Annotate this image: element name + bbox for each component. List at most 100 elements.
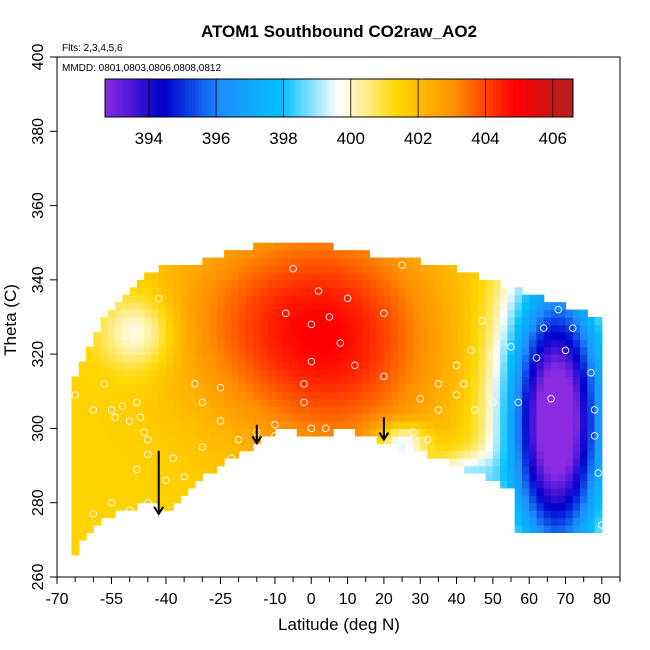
heatmap-cell <box>289 257 298 266</box>
heatmap-cell <box>521 450 530 459</box>
heatmap-cell <box>129 443 138 452</box>
heatmap-cell <box>333 383 341 392</box>
heatmap-cell <box>550 495 559 504</box>
heatmap-cell <box>442 369 450 378</box>
heatmap-cell <box>398 272 407 281</box>
heatmap-cell <box>71 391 80 400</box>
colorbar-swatch <box>562 79 567 117</box>
heatmap-cell <box>303 331 312 340</box>
heatmap-cell <box>122 398 131 407</box>
heatmap-cell <box>485 413 494 422</box>
heatmap-cell <box>347 294 356 303</box>
heatmap-cell <box>195 458 203 467</box>
heatmap-cell <box>347 406 356 415</box>
heatmap-cell <box>325 361 334 370</box>
heatmap-cell <box>580 361 588 370</box>
heatmap-cell <box>224 294 232 303</box>
heatmap-cell <box>565 383 574 392</box>
heatmap-cell <box>514 383 523 392</box>
colorbar-swatch <box>402 79 407 117</box>
heatmap-cell <box>296 421 305 430</box>
heatmap-cell <box>383 361 392 370</box>
heatmap-cell <box>245 391 254 400</box>
heatmap-cell <box>398 391 407 400</box>
heatmap-cell <box>100 339 109 348</box>
colorbar-swatch <box>205 79 210 117</box>
heatmap-cell <box>572 354 581 363</box>
heatmap-cell <box>311 406 320 415</box>
heatmap-cell <box>485 435 494 444</box>
heatmap-cell <box>398 331 407 340</box>
heatmap-cell <box>151 369 160 378</box>
heatmap-cell <box>398 346 407 355</box>
heatmap-cell <box>173 421 182 430</box>
heatmap-cell <box>173 450 182 459</box>
heatmap-cell <box>202 317 211 326</box>
heatmap-cell <box>485 443 494 452</box>
colorbar-swatch <box>135 79 139 117</box>
colorbar-swatch <box>252 79 256 117</box>
colorbar-swatch <box>379 79 383 117</box>
colorbar-swatch <box>131 79 136 117</box>
heatmap-cell <box>412 428 421 437</box>
heatmap-cell <box>202 465 211 474</box>
observation-point <box>300 380 308 388</box>
heatmap-cell <box>158 458 167 467</box>
observation-point <box>452 391 461 399</box>
colorbar-swatch <box>248 79 253 117</box>
heatmap-cell <box>550 421 559 430</box>
heatmap-cell <box>216 287 225 296</box>
heatmap-cell <box>296 272 305 281</box>
heatmap-cell <box>71 406 80 415</box>
heatmap-cell <box>521 517 530 526</box>
heatmap-cell <box>478 309 487 318</box>
colorbar-swatch <box>195 79 200 117</box>
heatmap-cell <box>449 294 458 303</box>
heatmap-cell <box>376 272 385 281</box>
observation-point <box>289 264 297 273</box>
colorbar-swatch <box>275 79 280 117</box>
heatmap-cell <box>165 309 174 318</box>
heatmap-cell <box>151 361 160 370</box>
heatmap-cell <box>253 242 261 251</box>
heatmap-cell <box>391 354 400 363</box>
heatmap-cell <box>587 495 596 504</box>
heatmap-cell <box>456 406 465 415</box>
heatmap-cell <box>173 435 182 444</box>
heatmap-cell <box>521 354 530 363</box>
heatmap-cell <box>231 331 240 340</box>
heatmap-cell <box>129 361 138 370</box>
heatmap-cell <box>456 435 465 444</box>
heatmap-cell <box>383 421 392 430</box>
heatmap-cell <box>442 279 450 288</box>
heatmap-cell <box>187 346 196 355</box>
heatmap-cell <box>514 302 523 311</box>
heatmap-cell <box>282 376 291 385</box>
heatmap-cell <box>136 435 145 444</box>
observation-point <box>351 361 359 370</box>
heatmap-cell <box>93 406 102 415</box>
heatmap-cell <box>529 473 538 482</box>
heatmap-cell <box>282 339 291 348</box>
heatmap-cell <box>580 317 588 326</box>
plot-frame <box>56 56 621 578</box>
heatmap-cell <box>550 450 559 459</box>
heatmap-cell <box>558 361 567 370</box>
heatmap-cell <box>180 354 189 363</box>
heatmap-cell <box>412 346 421 355</box>
heatmap-cell <box>492 473 501 482</box>
heatmap-cell <box>442 294 450 303</box>
heatmap-cell <box>267 287 276 296</box>
heatmap-cell <box>115 473 123 482</box>
heatmap-cell <box>478 435 487 444</box>
heatmap-cell <box>231 279 240 288</box>
heatmap-cell <box>420 361 429 370</box>
heatmap-cell <box>151 487 160 496</box>
heatmap-cell <box>129 287 138 296</box>
heatmap-cell <box>86 450 94 459</box>
colorbar-swatch <box>539 79 544 117</box>
colorbar-swatch <box>332 79 337 117</box>
heatmap-cell <box>136 376 145 385</box>
heatmap-cell <box>492 354 501 363</box>
heatmap-cell <box>115 361 123 370</box>
